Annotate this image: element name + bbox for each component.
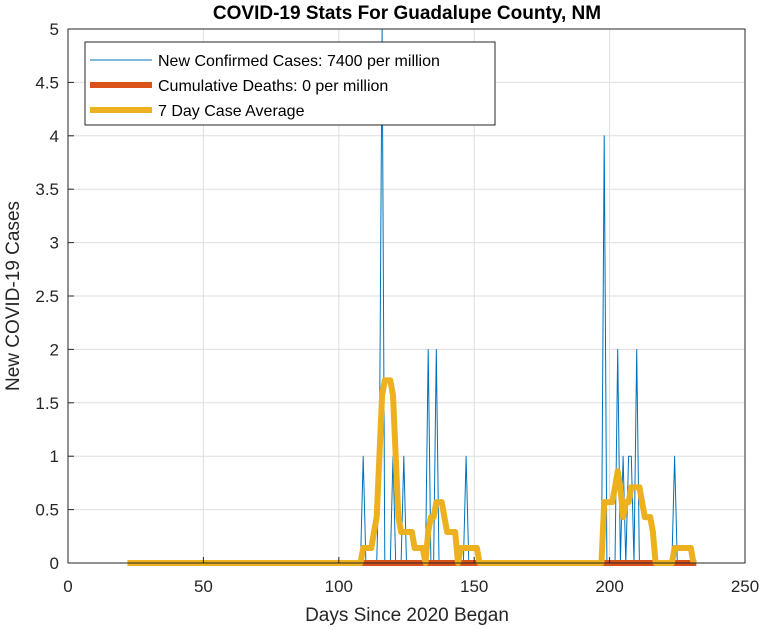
- y-tick-label: 5: [50, 20, 59, 39]
- y-tick-label: 3.5: [35, 180, 59, 199]
- legend-label-deaths: Cumulative Deaths: 0 per million: [158, 78, 388, 95]
- legend-box: [84, 41, 496, 126]
- x-tick-label: 150: [460, 577, 488, 596]
- x-tick-label: 100: [325, 577, 353, 596]
- y-tick-label: 1: [50, 447, 59, 466]
- y-tick-label: 2.5: [35, 287, 59, 306]
- y-tick-label: 4.5: [35, 73, 59, 92]
- y-tick-label: 0: [50, 554, 59, 573]
- y-tick-label: 0.5: [35, 501, 59, 520]
- x-axis-label: Days Since 2020 Began: [305, 605, 509, 626]
- y-tick-label: 1.5: [35, 394, 59, 413]
- x-tick-label: 0: [63, 577, 72, 596]
- x-tick-label: 50: [194, 577, 213, 596]
- legend-label-average: 7 Day Case Average: [158, 103, 305, 120]
- chart-title: COVID-19 Stats For Guadalupe County, NM: [213, 3, 601, 24]
- legend-label-new-cases: New Confirmed Cases: 7400 per million: [158, 53, 440, 70]
- x-tick-label: 200: [595, 577, 623, 596]
- y-tick-label: 4: [50, 127, 59, 146]
- y-tick-label: 2: [50, 340, 59, 359]
- legend: New Confirmed Cases: 7400 per million Cu…: [84, 41, 496, 126]
- x-tick-label: 250: [731, 577, 759, 596]
- series-7-day-average-line: [127, 377, 697, 566]
- axis-ticks: 0 50 100 150 200 250 0 0.5 1 1.5 2 2.5 3 3.5 4 4.5 5: [35, 20, 759, 596]
- y-tick-label: 3: [50, 234, 59, 253]
- y-axis-label: New COVID-19 Cases: [3, 201, 24, 391]
